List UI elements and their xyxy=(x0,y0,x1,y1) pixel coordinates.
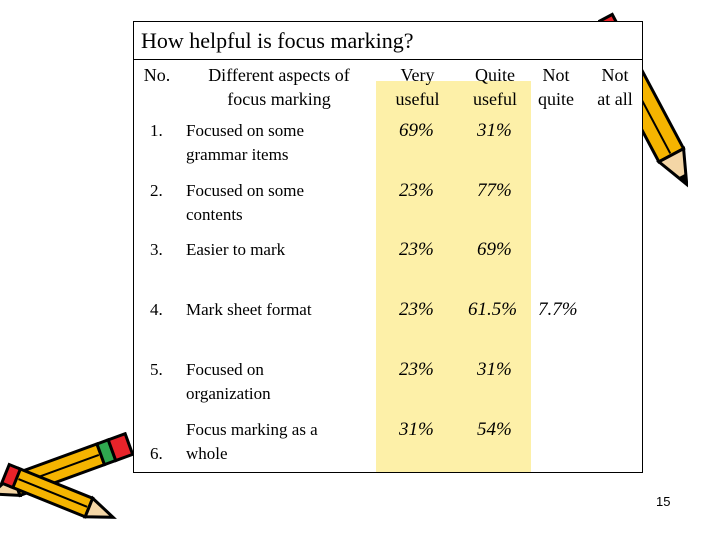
page-number: 15 xyxy=(656,494,671,509)
row-aspect: Focused on organization xyxy=(186,360,271,403)
row-number: 5. xyxy=(150,360,163,379)
row-aspect: Focused on some contents xyxy=(186,181,305,224)
row-number: 3. xyxy=(150,240,163,259)
very-useful-value: 23% xyxy=(399,359,434,380)
quite-useful-value: 77% xyxy=(477,180,512,201)
very-useful-value: 23% xyxy=(399,239,434,260)
slide-title: How helpful is focus marking? xyxy=(134,22,642,60)
very-useful-value: 69% xyxy=(399,120,434,141)
header-very-useful: Very useful xyxy=(395,65,440,109)
pencil-icon xyxy=(0,462,117,519)
row-number: 2. xyxy=(150,181,163,200)
row-number: 4. xyxy=(150,300,163,319)
quite-useful-value: 69% xyxy=(477,239,512,260)
quite-useful-value: 31% xyxy=(477,359,512,380)
quite-useful-column-highlight xyxy=(459,81,531,472)
very-useful-value: 23% xyxy=(399,180,434,201)
header-no: No. xyxy=(143,65,171,85)
very-useful-value: 31% xyxy=(399,419,434,440)
not-quite-value: 7.7% xyxy=(538,299,578,320)
quite-useful-value: 61.5% xyxy=(468,299,518,320)
header-quite-useful: Quite useful xyxy=(473,65,517,109)
row-aspect: Mark sheet format xyxy=(186,300,312,319)
row-number: 1. xyxy=(150,121,163,140)
table-frame: How helpful is focus marking? No. Differ… xyxy=(133,21,643,473)
header-not-quite: Not quite xyxy=(538,65,574,109)
very-useful-value: 23% xyxy=(399,299,434,320)
header-not-at-all: Not at all xyxy=(597,65,633,109)
row-aspect: Focused on some grammar items xyxy=(186,121,305,164)
header-aspect: Different aspects of focus marking xyxy=(208,65,350,109)
quite-useful-value: 54% xyxy=(477,419,512,440)
row-number: 6. xyxy=(150,444,163,463)
quite-useful-value: 31% xyxy=(477,120,512,141)
row-aspect: Focus marking as a whole xyxy=(186,420,318,463)
very-useful-column-highlight xyxy=(376,81,459,472)
row-aspect: Easier to mark xyxy=(186,240,286,259)
